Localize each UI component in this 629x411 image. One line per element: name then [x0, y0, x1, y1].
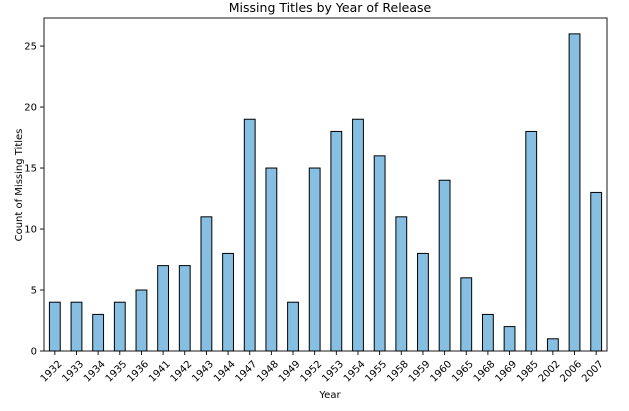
x-tick-label: 1968: [472, 359, 498, 385]
x-tick-label: 1985: [515, 359, 541, 385]
bar-1985: [525, 130, 538, 352]
y-tick-label: 5: [31, 286, 37, 297]
x-tick-label: 2007: [580, 359, 606, 385]
x-axis-label: Year: [318, 390, 341, 401]
bar-1965: [460, 277, 473, 352]
bar-1943: [200, 216, 213, 352]
bar-1934: [92, 313, 105, 352]
bar-1968: [481, 313, 494, 352]
bar-2006: [568, 33, 581, 352]
x-tick-label: 1947: [234, 359, 260, 385]
x-tick-label: 1969: [493, 359, 519, 385]
bar-1960: [438, 179, 451, 352]
plot-frame: [43, 17, 608, 352]
chart-title: Missing Titles by Year of Release: [229, 0, 432, 15]
x-tick-label: 2006: [558, 359, 584, 385]
bar-1954: [352, 118, 364, 352]
x-tick-label: 1953: [320, 359, 346, 385]
x-tick-label: 1932: [39, 359, 65, 385]
x-tick-label: 1944: [212, 359, 238, 385]
x-tick-label: 1948: [255, 359, 281, 385]
x-tick-label: 1934: [82, 359, 108, 385]
bar-1955: [373, 155, 386, 352]
plot-area: 0510152025193219331934193519361941194219…: [24, 17, 608, 385]
x-tick-label: 1942: [169, 359, 195, 385]
x-tick-label: 1958: [385, 359, 411, 385]
bar-1953: [330, 130, 343, 352]
bar-1949: [287, 301, 299, 352]
bar-2002: [546, 338, 559, 352]
bar-1952: [308, 167, 321, 352]
x-tick-label: 1965: [450, 359, 476, 385]
x-tick-label: 1954: [342, 359, 368, 385]
x-tick-label: 2002: [537, 359, 563, 385]
x-tick-label: 1943: [190, 359, 216, 385]
bar-1936: [135, 289, 148, 352]
x-tick-label: 1935: [104, 359, 130, 385]
y-tick-label: 20: [24, 103, 37, 114]
x-tick-label: 1955: [364, 359, 390, 385]
bar-1942: [178, 265, 191, 352]
y-tick-label: 15: [24, 164, 37, 175]
bar-1944: [222, 252, 234, 352]
x-tick-label: 1941: [147, 359, 173, 385]
x-tick-label: 1949: [277, 359, 303, 385]
x-tick-label: 1933: [60, 359, 86, 385]
bar-1941: [157, 265, 170, 352]
bar-2007: [590, 191, 603, 352]
bar-1932: [48, 301, 61, 352]
bar-1935: [113, 301, 126, 352]
x-tick-label: 1959: [407, 359, 433, 385]
x-tick-label: 1936: [125, 359, 151, 385]
y-axis-label: Count of Missing Titles: [14, 129, 25, 242]
bar-1959: [417, 252, 429, 352]
bar-1958: [395, 216, 408, 352]
x-tick-label: 1952: [299, 359, 325, 385]
y-tick-label: 0: [31, 347, 37, 358]
bar-1948: [265, 167, 278, 352]
bar-1933: [70, 301, 83, 352]
y-tick-label: 25: [24, 42, 37, 53]
bar-1947: [243, 118, 256, 352]
y-tick-label: 10: [24, 225, 37, 236]
x-tick-label: 1960: [428, 359, 454, 385]
bar-1969: [503, 326, 516, 352]
